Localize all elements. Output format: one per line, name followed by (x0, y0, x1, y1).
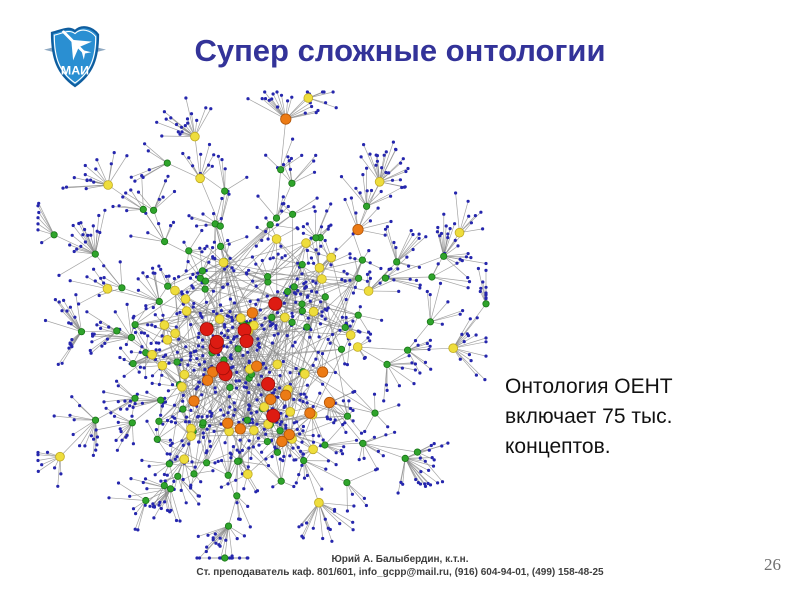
page-title: Супер сложные онтологии (194, 33, 606, 68)
body-text-line: концептов. (505, 435, 611, 458)
body-text: Онтология ОЕНТ включает 75 тыс. концепто… (505, 372, 740, 462)
page-number: 26 (764, 555, 781, 574)
mai-logo: МАИ (44, 26, 106, 88)
body-text-line: включает 75 тыс. (505, 405, 673, 428)
footer-author: Юрий А. Балыбердин, к.т.н. (331, 554, 469, 565)
footer-credit: Юрий А. Балыбердин, к.т.н. Ст. преподава… (0, 553, 800, 579)
logo-text: МАИ (61, 63, 89, 77)
body-text-line: Онтология ОЕНТ (505, 375, 673, 398)
logo-inner-line (53, 29, 97, 84)
airplane-icon (62, 30, 92, 61)
footer-contacts: Ст. преподаватель каф. 801/601, info_gcp… (196, 567, 604, 578)
